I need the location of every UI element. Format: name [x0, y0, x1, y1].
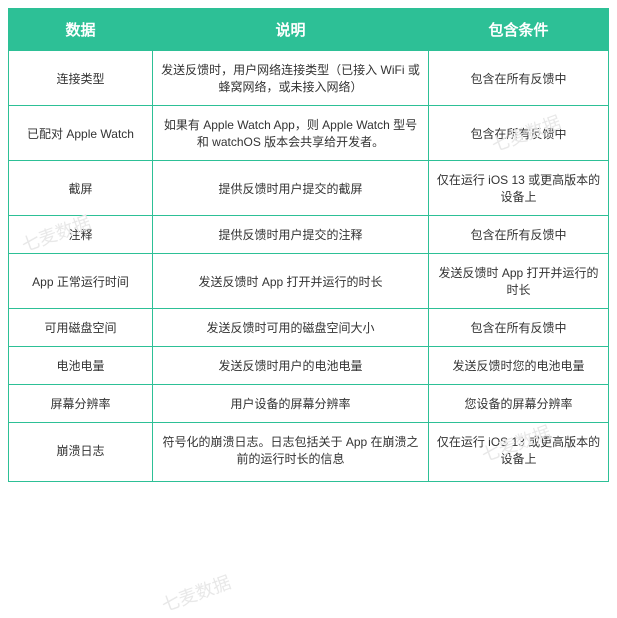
- table-cell: 屏幕分辨率: [9, 385, 153, 423]
- table-cell: 发送反馈时，用户网络连接类型（已接入 WiFi 或蜂窝网络，或未接入网络）: [153, 51, 429, 106]
- table-cell: 仅在运行 iOS 13 或更高版本的设备上: [429, 161, 609, 216]
- header-cell-data: 数据: [9, 9, 153, 51]
- table-cell: 如果有 Apple Watch App，则 Apple Watch 型号和 wa…: [153, 106, 429, 161]
- table-cell: 用户设备的屏幕分辨率: [153, 385, 429, 423]
- table-cell: 连接类型: [9, 51, 153, 106]
- table-cell: App 正常运行时间: [9, 254, 153, 309]
- table-cell: 发送反馈时 App 打开并运行的时长: [153, 254, 429, 309]
- table-cell: 包含在所有反馈中: [429, 309, 609, 347]
- table-cell: 提供反馈时用户提交的截屏: [153, 161, 429, 216]
- table-cell: 包含在所有反馈中: [429, 106, 609, 161]
- table-cell: 发送反馈时您的电池电量: [429, 347, 609, 385]
- header-cell-cond: 包含条件: [429, 9, 609, 51]
- table-row: 注释提供反馈时用户提交的注释包含在所有反馈中: [9, 216, 609, 254]
- table-row: 截屏提供反馈时用户提交的截屏仅在运行 iOS 13 或更高版本的设备上: [9, 161, 609, 216]
- table-cell: 仅在运行 iOS 13 或更高版本的设备上: [429, 423, 609, 482]
- header-row: 数据 说明 包含条件: [9, 9, 609, 51]
- table-row: 可用磁盘空间发送反馈时可用的磁盘空间大小包含在所有反馈中: [9, 309, 609, 347]
- table-row: 屏幕分辨率用户设备的屏幕分辨率您设备的屏幕分辨率: [9, 385, 609, 423]
- table-cell: 可用磁盘空间: [9, 309, 153, 347]
- data-table: 数据 说明 包含条件 连接类型发送反馈时，用户网络连接类型（已接入 WiFi 或…: [8, 8, 609, 482]
- table-cell: 崩溃日志: [9, 423, 153, 482]
- table-cell: 符号化的崩溃日志。日志包括关于 App 在崩溃之前的运行时长的信息: [153, 423, 429, 482]
- table-cell: 包含在所有反馈中: [429, 51, 609, 106]
- table-row: 连接类型发送反馈时，用户网络连接类型（已接入 WiFi 或蜂窝网络，或未接入网络…: [9, 51, 609, 106]
- table-row: 已配对 Apple Watch如果有 Apple Watch App，则 App…: [9, 106, 609, 161]
- table-cell: 已配对 Apple Watch: [9, 106, 153, 161]
- table-cell: 截屏: [9, 161, 153, 216]
- table-cell: 提供反馈时用户提交的注释: [153, 216, 429, 254]
- watermark: 七麦数据: [158, 568, 235, 617]
- header-cell-desc: 说明: [153, 9, 429, 51]
- table-row: 电池电量发送反馈时用户的电池电量发送反馈时您的电池电量: [9, 347, 609, 385]
- table-cell: 发送反馈时用户的电池电量: [153, 347, 429, 385]
- table-head: 数据 说明 包含条件: [9, 9, 609, 51]
- table-cell: 发送反馈时 App 打开并运行的时长: [429, 254, 609, 309]
- table-cell: 您设备的屏幕分辨率: [429, 385, 609, 423]
- table-cell: 注释: [9, 216, 153, 254]
- table-cell: 发送反馈时可用的磁盘空间大小: [153, 309, 429, 347]
- table-cell: 电池电量: [9, 347, 153, 385]
- table-body: 连接类型发送反馈时，用户网络连接类型（已接入 WiFi 或蜂窝网络，或未接入网络…: [9, 51, 609, 482]
- table-row: App 正常运行时间发送反馈时 App 打开并运行的时长发送反馈时 App 打开…: [9, 254, 609, 309]
- table-cell: 包含在所有反馈中: [429, 216, 609, 254]
- table-row: 崩溃日志符号化的崩溃日志。日志包括关于 App 在崩溃之前的运行时长的信息仅在运…: [9, 423, 609, 482]
